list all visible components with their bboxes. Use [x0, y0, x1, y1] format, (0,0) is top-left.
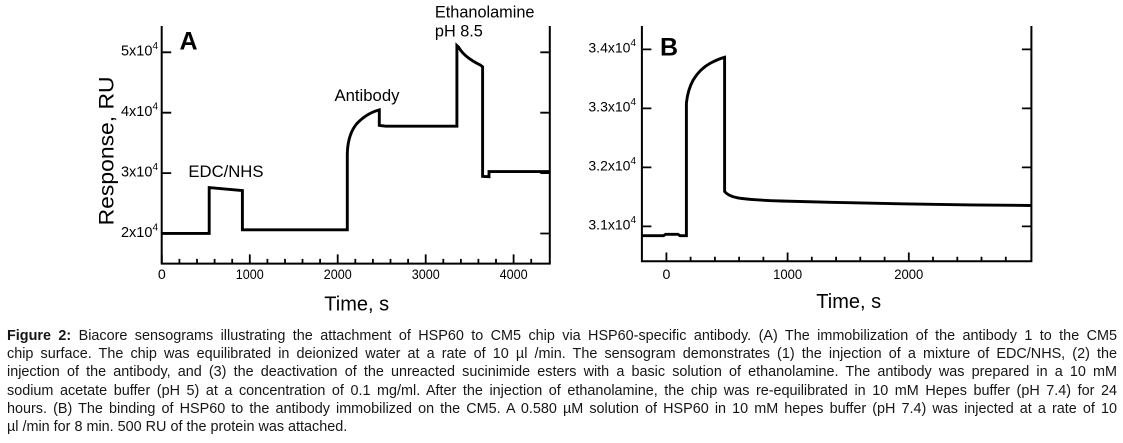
svg-text:3.2x104: 3.2x104	[588, 156, 636, 174]
svg-text:4000: 4000	[500, 267, 528, 283]
svg-text:Antibody: Antibody	[335, 86, 401, 105]
svg-text:A: A	[180, 27, 198, 55]
svg-text:B: B	[660, 34, 678, 62]
svg-text:EDC/NHS: EDC/NHS	[188, 162, 263, 181]
svg-text:2000: 2000	[324, 267, 352, 283]
svg-text:pH 8.5: pH 8.5	[435, 23, 483, 41]
svg-text:3000: 3000	[412, 267, 440, 283]
svg-text:2x104: 2x104	[121, 222, 158, 241]
svg-text:Time, s: Time, s	[324, 294, 389, 316]
svg-text:3.1x104: 3.1x104	[588, 215, 636, 233]
svg-text:Time, s: Time, s	[816, 291, 881, 313]
svg-text:Response, RU: Response, RU	[95, 76, 119, 225]
svg-text:1000: 1000	[773, 267, 802, 283]
svg-text:3.3x104: 3.3x104	[588, 97, 636, 115]
svg-text:0: 0	[662, 267, 670, 283]
svg-text:3.4x104: 3.4x104	[588, 38, 636, 56]
svg-text:2000: 2000	[894, 267, 923, 283]
svg-text:5x104: 5x104	[121, 41, 158, 60]
svg-text:0: 0	[158, 267, 166, 283]
svg-text:1000: 1000	[236, 267, 264, 283]
svg-text:Ethanolamine: Ethanolamine	[435, 4, 535, 22]
svg-text:3x104: 3x104	[121, 162, 158, 181]
svg-text:4x104: 4x104	[121, 102, 158, 121]
